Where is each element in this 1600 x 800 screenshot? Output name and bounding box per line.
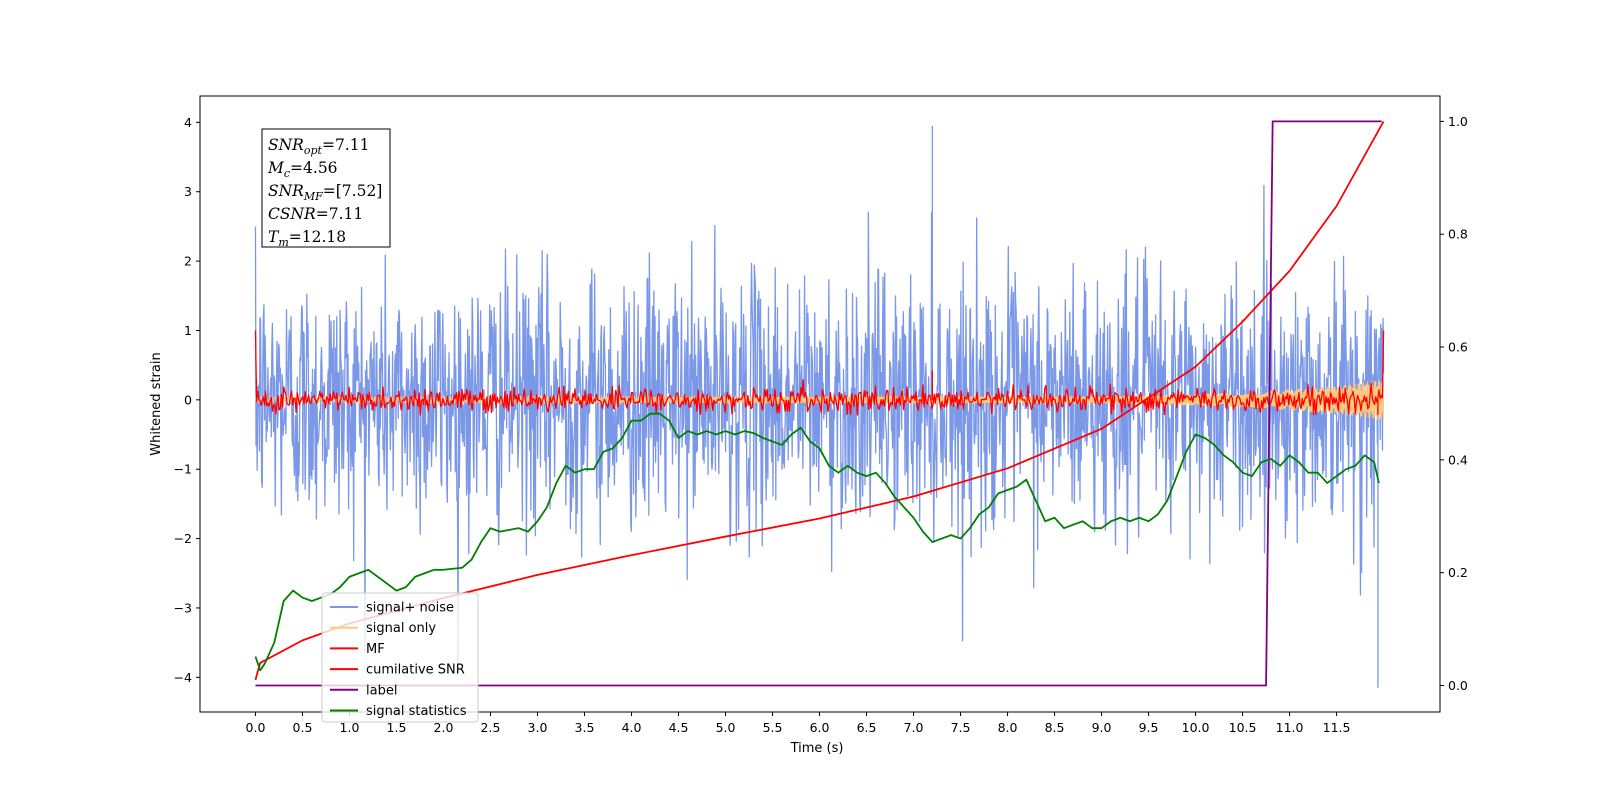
x-tick-label: 0.5 (293, 720, 313, 735)
x-tick-label: 7.0 (904, 720, 924, 735)
annotation-line: SNRMF=[7.52] (268, 182, 382, 203)
legend-label: cumilative SNR (366, 663, 465, 678)
x-tick-label: 9.5 (1139, 720, 1159, 735)
x-tick-label: 3.5 (575, 720, 595, 735)
series-signal-statistics (254, 412, 1380, 672)
legend: signal+ noise signal only MF cumilative SNR… (321, 592, 479, 723)
x-tick-label: 2.0 (434, 720, 454, 735)
legend-label: signal+ noise (366, 601, 454, 616)
y-axis-label: Whitened strain (149, 352, 164, 455)
legend-label: MF (366, 642, 385, 657)
y2-tick-label: 0.2 (1448, 565, 1468, 580)
x-tick-label: 1.5 (387, 720, 407, 735)
x-axis: 0.0 0.5 1.0 1.5 2.0 2.5 3.0 3.5 4.0 4.5 5.0 5.5 6.0 6… (246, 712, 1351, 735)
x-tick-label: 10.5 (1229, 720, 1257, 735)
legend-frame (321, 592, 479, 723)
x-tick-label: 9.0 (1092, 720, 1112, 735)
x-tick-label: 10.0 (1182, 720, 1210, 735)
y-tick-label: −3 (174, 600, 192, 615)
plot-area (254, 120, 1385, 688)
x-tick-label: 11.0 (1276, 720, 1304, 735)
x-tick-label: 1.0 (340, 720, 360, 735)
x-tick-label: 6.0 (810, 720, 830, 735)
x-tick-label: 3.0 (528, 720, 548, 735)
y-axis-right: 0.0 0.2 0.4 0.6 0.8 1.0 (1440, 114, 1468, 693)
x-tick-label: 5.5 (763, 720, 783, 735)
legend-label: label (366, 683, 397, 698)
x-axis-label: Time (s) (790, 741, 844, 756)
y-tick-label: 2 (184, 254, 192, 269)
x-tick-label: 0.0 (246, 720, 266, 735)
x-tick-label: 11.5 (1323, 720, 1351, 735)
x-tick-label: 4.5 (669, 720, 689, 735)
x-tick-label: 8.0 (998, 720, 1018, 735)
y2-tick-label: 0.8 (1448, 227, 1468, 242)
y2-tick-label: 0.0 (1448, 678, 1468, 693)
legend-label: signal only (366, 621, 436, 636)
x-tick-label: 8.5 (1045, 720, 1065, 735)
y2-tick-label: 0.4 (1448, 452, 1468, 467)
x-tick-label: 2.5 (481, 720, 501, 735)
annotation-line: Mc=4.56 (267, 159, 338, 180)
series-mf (254, 330, 1385, 416)
y-axis-left: −4 −3 −2 −1 0 1 2 3 4 (174, 115, 200, 685)
y-tick-label: −1 (174, 462, 192, 477)
y-tick-label: −2 (174, 531, 192, 546)
x-tick-label: 4.0 (622, 720, 642, 735)
y2-tick-label: 1.0 (1448, 114, 1468, 129)
annotation-line: SNRopt=7.11 (268, 136, 369, 157)
annotation-frame (261, 128, 391, 248)
annotation-line: CSNR=7.11 (268, 205, 363, 223)
x-tick-label: 6.5 (857, 720, 877, 735)
annotation-line: Tm=12.18 (268, 228, 346, 249)
y-tick-label: 4 (184, 115, 192, 130)
y2-tick-label: 0.6 (1448, 340, 1468, 355)
y-tick-label: 3 (184, 184, 192, 199)
series-signal-noise (254, 125, 1385, 688)
y-tick-label: −4 (174, 670, 192, 685)
legend-label: signal statistics (366, 704, 467, 719)
x-tick-label: 5.0 (716, 720, 736, 735)
x-tick-label: 7.5 (951, 720, 971, 735)
y-tick-label: 1 (184, 323, 192, 338)
y-tick-label: 0 (184, 392, 192, 407)
series-label (255, 120, 1382, 687)
